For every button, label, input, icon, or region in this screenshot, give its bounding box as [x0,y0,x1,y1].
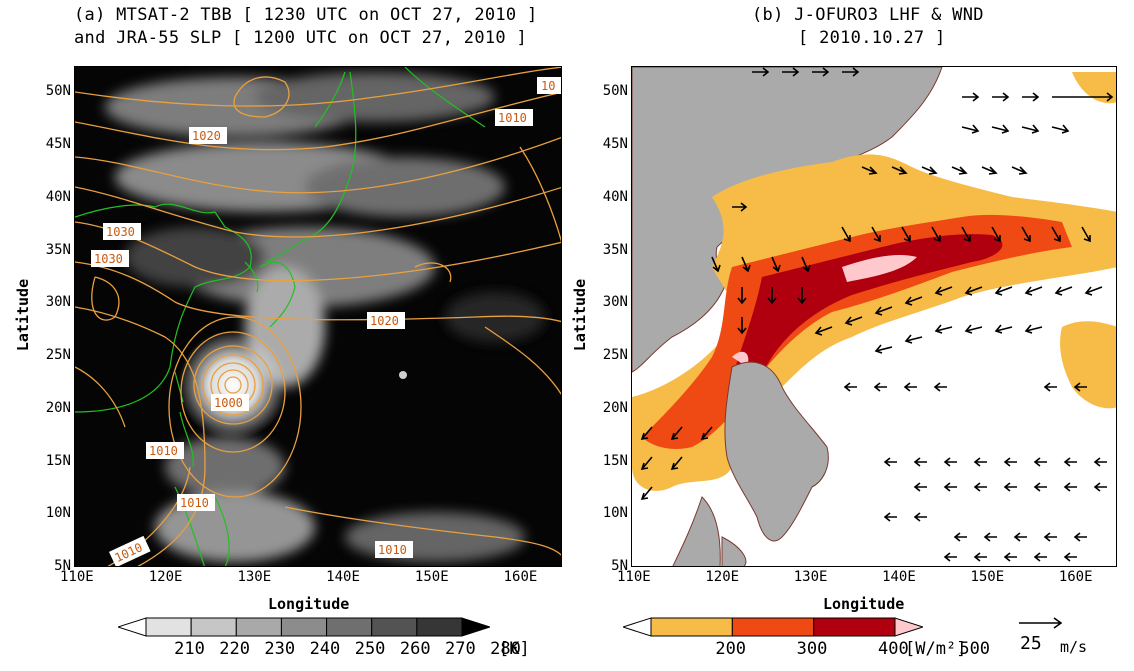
panel-a-lon-tick: 130E [237,569,272,585]
panel-b-lat-tick: 45N [602,136,628,153]
panel-a-lon-tick: 120E [148,569,183,585]
colorbar-a-segment [235,617,282,637]
colorbar-a-segment [461,617,490,637]
colorbar-b-segment [623,617,652,637]
colorbar-a-tick-label: 220 [219,639,250,659]
lhf-400 [727,234,1003,402]
colorbar-b-segment [731,617,815,637]
panel-b-lat-tick: 50N [602,83,628,100]
panel-a-lat-tick: 40N [45,188,71,205]
panel-b-map [631,66,1117,567]
panel-a-lon-tick: 140E [326,569,360,585]
panel-a-title-line2: and JRA-55 SLP [ 1200 UTC on OCT 27, 201… [74,28,527,48]
panel-b-lat-tick: 5N [611,558,628,574]
colorbar-a-segment [118,617,147,637]
contour-label-0: 10 [541,79,555,93]
panel-a-map: 10 1010 1020 1030 1030 1020 1000 1010 10… [74,66,562,567]
panel-b-xlabel: Longitude [823,595,905,613]
panel-b-lat-tick: 15N [602,452,628,469]
colorbar-a-tick-label: 210 [174,639,205,659]
colorbar-a-segment [326,617,373,637]
panel-b-lon-tick: 140E [882,569,916,585]
panel-b-ylabel: Latitude [571,278,590,352]
vector-ref-arrow [1019,617,1063,629]
wind-vectors [640,67,1114,562]
colorbar-a-tick-label: 270 [445,639,476,659]
colorbar-a-segment [190,617,237,637]
panel-b-lat-tick: 10N [602,505,628,522]
colorbar-a-tick-label: 280 [490,639,521,659]
colorbar-a-tick-label: 260 [399,639,431,659]
contour-label-6: 1000 [214,396,243,410]
contour-label-1: 1010 [498,111,527,125]
panel-b-lat-tick: 25N [602,347,628,364]
panel-a-svg: 10 1010 1020 1030 1030 1020 1000 1010 10… [75,67,561,566]
colorbar-b-tick-label: 500 [959,639,991,659]
panel-a-lat-tick: 10N [45,505,71,522]
panel-a-lat-tick: 45N [45,136,71,153]
panel-b-lat-tick: 20N [602,399,628,416]
panel-a-lon-tick: 160E [503,569,538,585]
lhf-500 [842,255,917,282]
lhf-200-ne [1072,72,1116,104]
panel-a-lat-tick: 50N [45,83,71,100]
panel-b-title-line1: (b) J-OFURO3 LHF & WND [752,5,984,25]
small-cloud [399,371,407,379]
panel-a-lat-tick: 30N [45,294,71,311]
colorbar-b-tick-label: 300 [796,639,828,659]
panel-b-lon-tick: 150E [970,569,1005,585]
panel-b-lon-tick: 110E [617,569,651,585]
panel-a-lon-tick: 110E [60,569,94,585]
panel-a-xlabel: Longitude [268,595,350,613]
panel-b-lon-tick: 120E [705,569,740,585]
colorbar-b-tick-label: 200 [715,639,747,659]
colorbar-a-tick-label: 230 [264,639,296,659]
panel-a-lat-tick: 15N [45,452,71,469]
contour-label-7: 1010 [149,444,178,458]
colorbar-b-segment [813,617,896,637]
panel-a-lat-tick: 5N [54,558,71,574]
panel-a-ylabel: Latitude [14,278,33,352]
contour-label-9: 1010 [378,543,407,557]
colorbar-b-segment [650,617,733,637]
panel-b-svg [632,67,1116,566]
panel-b-lon-tick: 130E [793,569,828,585]
panel-b-title-line2: [ 2010.10.27 ] [798,28,946,48]
philippines [724,361,829,542]
contour-label-8: 1010 [180,496,209,510]
colorbar-a-tick-label: 240 [309,639,341,659]
slp-contours [75,67,561,566]
panel-a-lat-tick: 25N [45,347,71,364]
panel-a-title-line1: (a) MTSAT-2 TBB [ 1230 UTC on OCT 27, 20… [74,5,538,25]
panel-a-lat-tick: 35N [45,241,71,258]
panel-b-lon-tick: 160E [1058,569,1093,585]
vector-ref-value: 25 [1020,633,1042,654]
colorbar-b-tick-label: 400 [878,639,909,659]
panel-b-lat-tick: 30N [602,294,628,311]
panel-a-lat-tick: 20N [45,399,71,416]
colorbar-a-segment [371,617,418,637]
panel-b-lat-tick: 35N [602,241,628,258]
contour-label-4: 1030 [94,252,123,266]
coastlines-green [75,67,486,566]
colorbar-a [118,617,490,637]
contour-labels: 10 1010 1020 1030 1030 1020 1000 1010 10… [91,77,561,566]
colorbar-b [623,617,923,637]
colorbar-a-unit: [K] [499,639,530,659]
contour-label-2: 1020 [192,129,221,143]
colorbar-b-segment [894,617,923,637]
colorbar-a-segment [145,617,192,637]
colorbar-a-tick-label: 250 [354,639,386,659]
contour-label-3: 1030 [106,225,135,239]
panel-b-lat-tick: 40N [602,188,628,205]
contour-label-5: 1020 [370,314,399,328]
panel-a-lon-tick: 150E [414,569,449,585]
vector-ref-unit: m/s [1060,638,1088,656]
colorbar-a-segment [416,617,463,637]
lhf-200-east [1060,321,1116,409]
colorbar-a-segment [280,617,328,637]
colorbar-b-unit: [W/m²] [905,639,967,659]
